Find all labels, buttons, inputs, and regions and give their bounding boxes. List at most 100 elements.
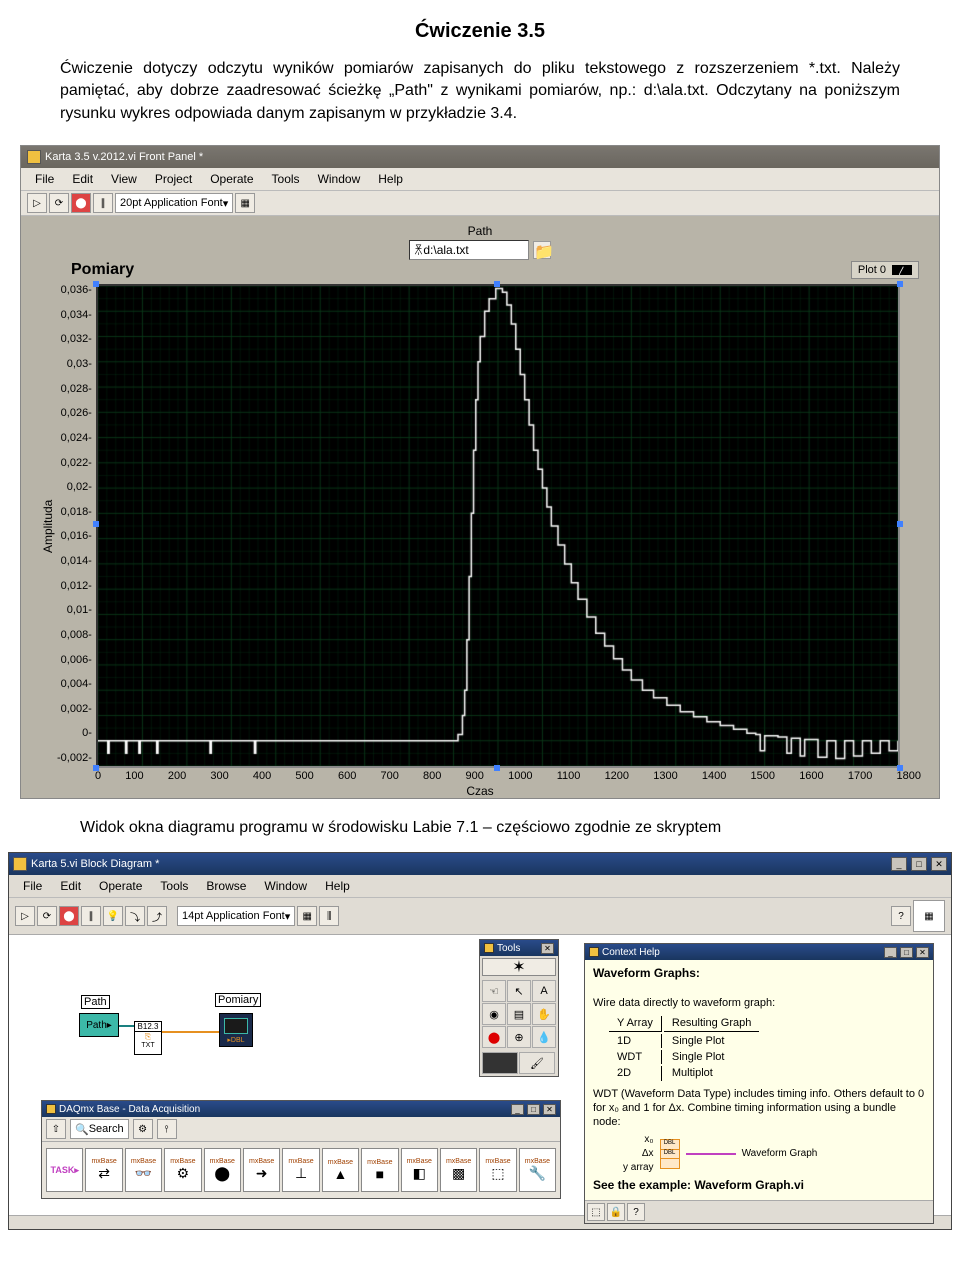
tool-breakpoint[interactable]: ⬤ [482,1026,506,1048]
minimize-button[interactable]: _ [891,857,907,871]
tool-color-brush[interactable]: 🖌 [519,1052,555,1074]
menu-window[interactable]: Window [256,877,315,895]
font-selector[interactable]: 14pt Application Font ▾ [177,906,295,926]
path-label: Path [25,224,935,238]
menu-project[interactable]: Project [147,170,200,188]
align-button[interactable]: ▦ [297,906,317,926]
path-terminal-label: Path [81,995,110,1009]
font-selector[interactable]: 20pt Application Font ▾ [115,193,233,213]
tool-color[interactable] [482,1052,518,1074]
step-button[interactable]: ⤵ [125,906,145,926]
close-icon[interactable]: ✕ [543,1104,556,1115]
daq-item[interactable]: mxBase🔧 [519,1148,556,1192]
maximize-icon[interactable]: □ [900,947,913,958]
path-terminal[interactable]: Path▸ [79,1013,119,1037]
daq-item[interactable]: mxBase⬚ [479,1148,516,1192]
highlight-button[interactable]: 💡 [103,906,123,926]
pause-button[interactable]: ∥ [93,193,113,213]
menu-help[interactable]: Help [317,877,358,895]
pause-button[interactable]: ∥ [81,906,101,926]
doc-caption: Widok okna diagramu programu w środowisk… [0,809,960,847]
options-button[interactable]: ⚙ [133,1119,153,1139]
menu-file[interactable]: File [15,877,50,895]
daq-item[interactable]: mxBase◧ [401,1148,438,1192]
step-over-button[interactable]: ⤴ [147,906,167,926]
daqmx-title[interactable]: DAQmx Base - Data Acquisition _ □ ✕ [42,1101,560,1117]
tool-text[interactable]: A [532,980,556,1002]
pin-button[interactable]: ⫯ [157,1119,177,1139]
daq-item[interactable]: mxBase▩ [440,1148,477,1192]
tool-wire[interactable]: ◉ [482,1003,506,1025]
menu-tools[interactable]: Tools [152,877,196,895]
tool-operate[interactable]: ☜ [482,980,506,1002]
menubar: File Edit View Project Operate Tools Win… [21,168,939,191]
vi-icon[interactable]: ▦ [913,900,945,932]
menu-browse[interactable]: Browse [198,877,254,895]
daq-item[interactable]: mxBase👓 [125,1148,162,1192]
ctx-help-icon[interactable]: ? [627,1203,645,1221]
tool-position[interactable]: ↖ [507,980,531,1002]
daq-item[interactable]: mxBase⬤ [204,1148,241,1192]
tool-shortcut[interactable]: ▤ [507,1003,531,1025]
browse-icon[interactable]: 📁 [533,241,551,259]
run-continuous-button[interactable]: ⟳ [49,193,69,213]
abort-button[interactable]: ⬤ [71,193,91,213]
daq-items: TASK▸mxBase⇄mxBase👓mxBase⚙mxBase⬤mxBase➜… [42,1142,560,1198]
x-axis-ticks: 0100200300400500600700800900100011001200… [95,768,921,782]
ctx-detail-icon[interactable]: 🔒 [607,1203,625,1221]
menu-edit[interactable]: Edit [52,877,89,895]
daq-item[interactable]: mxBase▲ [322,1148,359,1192]
menu-operate[interactable]: Operate [91,877,150,895]
close-icon[interactable]: ✕ [916,947,929,958]
context-help-body: Waveform Graphs: Wire data directly to w… [585,960,933,1200]
bd-toolbar: ▷ ⟳ ⬤ ∥ 💡 ⤵ ⤴ 14pt Application Font ▾ ▦ … [9,898,951,935]
maximize-icon[interactable]: □ [527,1104,540,1115]
tool-probe[interactable]: ⊕ [507,1026,531,1048]
up-button[interactable]: ⇧ [46,1119,66,1139]
daq-item[interactable]: mxBase➜ [243,1148,280,1192]
menu-operate[interactable]: Operate [202,170,261,188]
maximize-button[interactable]: □ [911,857,927,871]
menu-view[interactable]: View [103,170,145,188]
close-icon[interactable]: ✕ [541,943,554,954]
read-file-node[interactable]: B12.3 ⎘ TXT [134,1021,162,1055]
abort-button[interactable]: ⬤ [59,906,79,926]
search-button[interactable]: 🔍 Search [70,1119,129,1139]
titlebar[interactable]: Karta 3.5 v.2012.vi Front Panel * [21,146,939,168]
waveform-canvas [96,284,900,768]
tool-color-copy[interactable]: 💧 [532,1026,556,1048]
graph-terminal[interactable]: ▸DBL [219,1013,253,1047]
daq-item[interactable]: TASK▸ [46,1148,83,1192]
plot-area[interactable] [96,284,900,768]
ctx-lock-icon[interactable]: ⬚ [587,1203,605,1221]
context-help-title[interactable]: Context Help _ □ ✕ [585,944,933,960]
run-button[interactable]: ▷ [27,193,47,213]
distribute-button[interactable]: ⫼ [319,906,339,926]
help-button[interactable]: ? [891,906,911,926]
daq-item[interactable]: mxBase■ [361,1148,398,1192]
menu-window[interactable]: Window [310,170,369,188]
daq-item[interactable]: mxBase⚙ [164,1148,201,1192]
daqmx-palette[interactable]: DAQmx Base - Data Acquisition _ □ ✕ ⇧ 🔍 … [41,1100,561,1199]
plot-legend[interactable]: Plot 0 〳 [851,261,919,279]
close-button[interactable]: ✕ [931,857,947,871]
run-button[interactable]: ▷ [15,906,35,926]
tool-scroll[interactable]: ✋ [532,1003,556,1025]
doc-paragraph: Ćwiczenie dotyczy odczytu wyników pomiar… [0,53,960,140]
bd-canvas[interactable]: Path Path▸ B12.3 ⎘ TXT Pomiary ▸DBL Tool… [9,935,951,1215]
daq-item[interactable]: mxBase⊥ [282,1148,319,1192]
path-input[interactable]: ꍯ d:\ala.txt [409,240,529,260]
context-help-window[interactable]: Context Help _ □ ✕ Waveform Graphs: Wire… [584,943,934,1224]
tools-palette-title[interactable]: Tools ✕ [480,940,558,956]
bd-titlebar[interactable]: Karta 5.vi Block Diagram * _ □ ✕ [9,853,951,875]
menu-tools[interactable]: Tools [264,170,308,188]
align-button[interactable]: ▦ [235,193,255,213]
run-continuous-button[interactable]: ⟳ [37,906,57,926]
menu-file[interactable]: File [27,170,62,188]
menu-edit[interactable]: Edit [64,170,101,188]
daq-item[interactable]: mxBase⇄ [85,1148,122,1192]
menu-help[interactable]: Help [370,170,411,188]
minimize-icon[interactable]: _ [884,947,897,958]
minimize-icon[interactable]: _ [511,1104,524,1115]
tools-palette[interactable]: Tools ✕ ✶ ☜ ↖ A ◉ ▤ ✋ ⬤ ⊕ 💧 🖌 [479,939,559,1077]
